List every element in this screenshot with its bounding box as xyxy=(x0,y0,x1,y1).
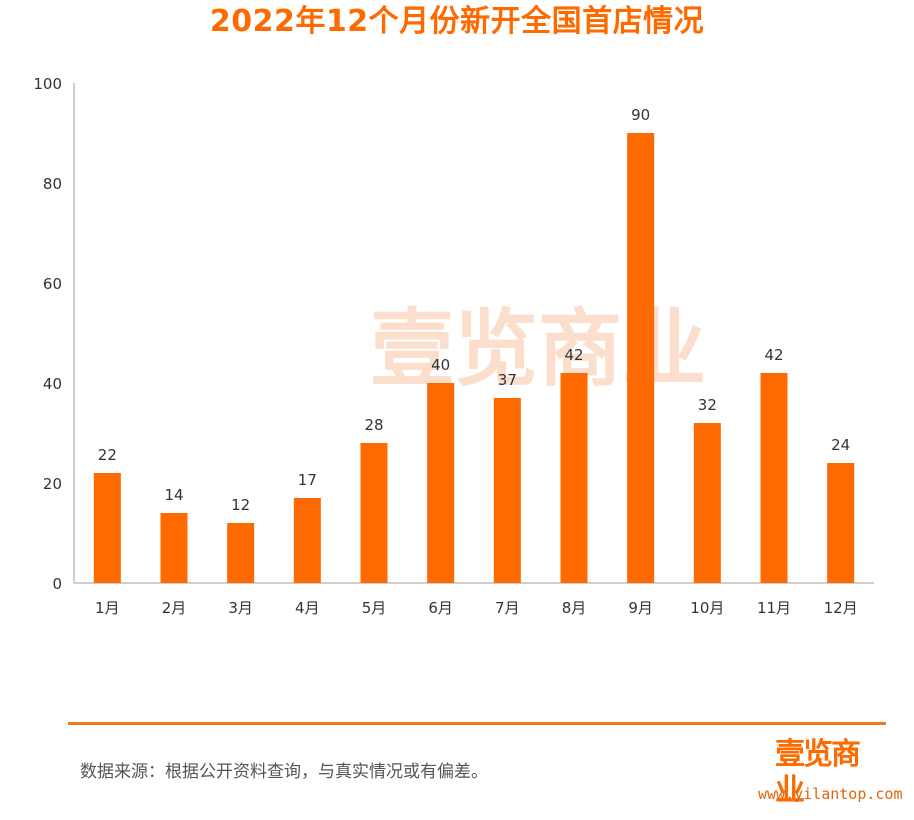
data-label: 90 xyxy=(631,106,650,124)
data-label: 42 xyxy=(564,346,583,364)
data-label: 14 xyxy=(164,486,183,504)
y-tick-label: 60 xyxy=(43,275,62,293)
bar xyxy=(760,373,788,583)
data-label: 32 xyxy=(698,396,717,414)
brand-url[interactable]: www.yilantop.com xyxy=(758,785,903,803)
x-tick-label: 11月 xyxy=(757,599,791,617)
bar-chart: 壹览商业 0 20 40 60 80 100 22 1月 14 2月 12 3月 17 4月 28 5月 40… xyxy=(33,75,874,617)
y-tick-label: 0 xyxy=(52,575,62,593)
x-tick-label: 10月 xyxy=(690,599,724,617)
bar xyxy=(827,463,855,583)
bar xyxy=(693,423,721,583)
bar xyxy=(427,383,455,583)
x-tick-label: 3月 xyxy=(228,599,253,617)
x-tick-label: 9月 xyxy=(628,599,653,617)
bar xyxy=(93,473,121,583)
y-tick-label: 80 xyxy=(43,175,62,193)
bar xyxy=(627,133,655,583)
bar xyxy=(227,523,255,583)
data-source-note: 数据来源：根据公开资料查询，与真实情况或有偏差。 xyxy=(80,762,488,782)
x-tick-label: 2月 xyxy=(162,599,187,617)
y-tick-label: 40 xyxy=(43,375,62,393)
data-label: 24 xyxy=(831,436,850,454)
data-label: 22 xyxy=(98,446,117,464)
data-label: 42 xyxy=(764,346,783,364)
x-tick-label: 8月 xyxy=(562,599,587,617)
x-tick-label: 12月 xyxy=(824,599,858,617)
bar xyxy=(293,498,321,583)
data-label: 28 xyxy=(364,416,383,434)
watermark: 壹览商业 xyxy=(370,300,706,398)
footer-divider xyxy=(68,722,886,725)
x-tick-label: 4月 xyxy=(295,599,320,617)
data-label: 40 xyxy=(431,356,450,374)
data-label: 17 xyxy=(298,471,317,489)
data-label: 37 xyxy=(498,371,517,389)
y-tick-label: 100 xyxy=(33,75,62,93)
brand-logo: 壹览商业 xyxy=(775,737,861,808)
x-tick-label: 7月 xyxy=(495,599,520,617)
x-tick-label: 5月 xyxy=(362,599,387,617)
bar xyxy=(360,443,388,583)
bar xyxy=(160,513,188,583)
chart-title: 2022年12个月份新开全国首店情况 xyxy=(209,4,705,39)
bar xyxy=(560,373,588,583)
data-label: 12 xyxy=(231,496,250,514)
bar xyxy=(493,398,521,583)
y-tick-label: 20 xyxy=(43,475,62,493)
x-tick-label: 1月 xyxy=(95,599,120,617)
x-tick-label: 6月 xyxy=(428,599,453,617)
